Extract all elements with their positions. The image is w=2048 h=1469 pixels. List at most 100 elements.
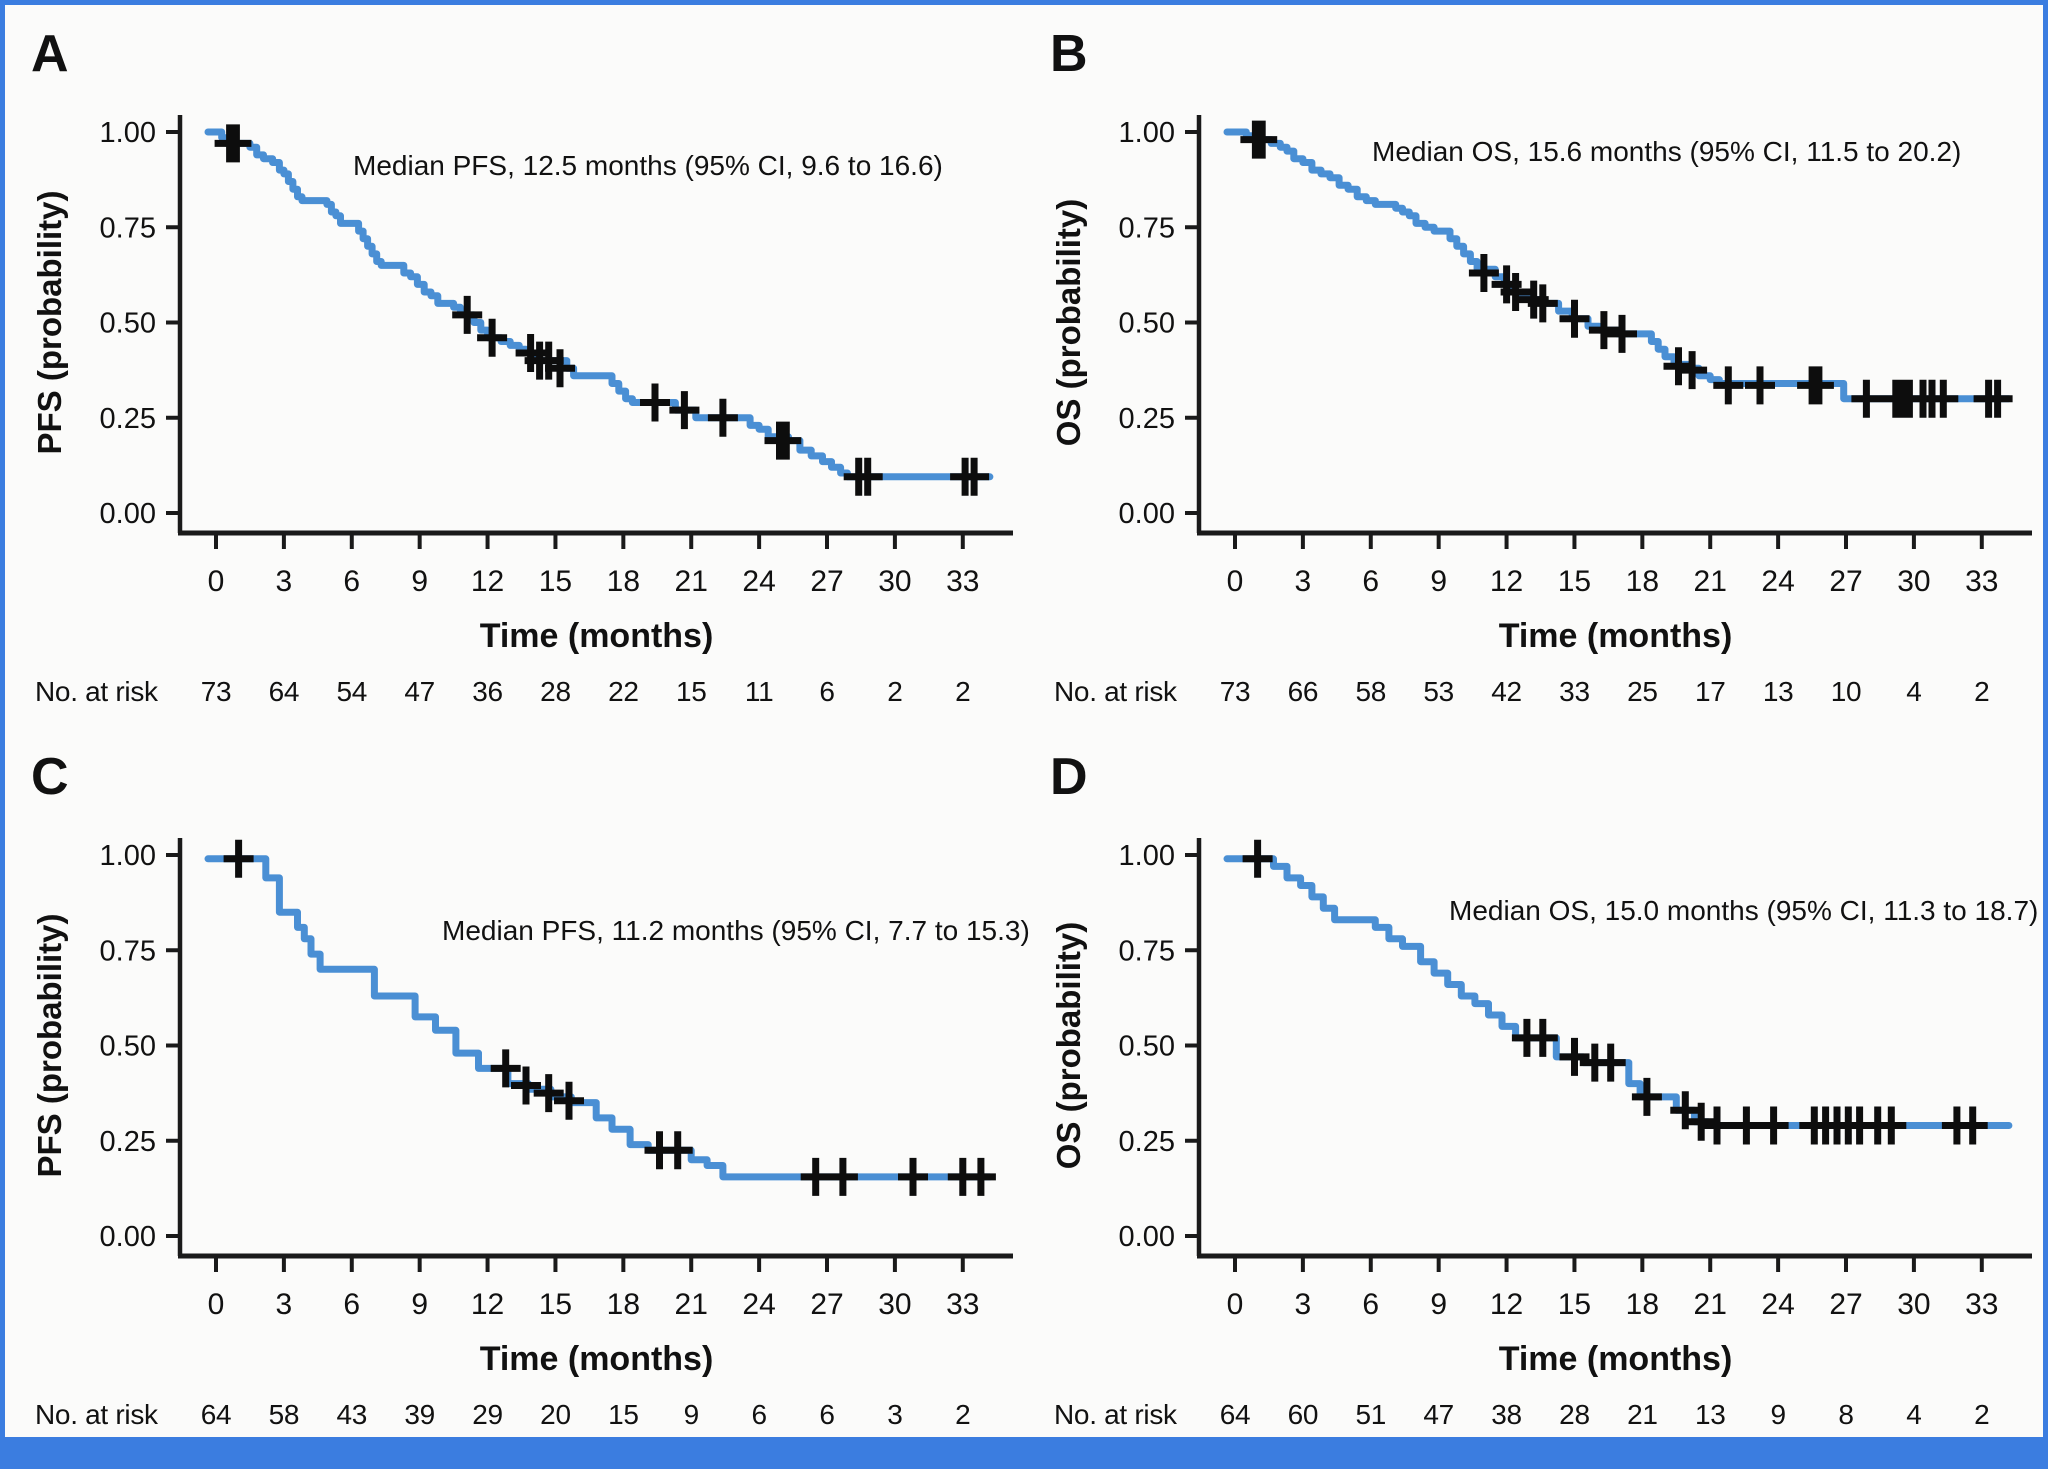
x-tick-label: 3 xyxy=(1295,565,1312,598)
risk-number: 28 xyxy=(540,676,571,707)
median-annotation: Median PFS, 11.2 months (95% CI, 7.7 to … xyxy=(442,915,1029,946)
risk-label: No. at risk xyxy=(1054,1399,1178,1430)
risk-number: 64 xyxy=(1220,1399,1251,1430)
risk-number: 64 xyxy=(201,1399,232,1430)
censor-marks xyxy=(1240,120,2013,418)
x-tick-label: 6 xyxy=(1362,565,1379,598)
y-tick-label: 0.00 xyxy=(100,498,156,530)
x-tick-label: 33 xyxy=(946,565,979,598)
x-tick-label: 3 xyxy=(1295,1288,1312,1321)
x-tick-label: 21 xyxy=(1694,565,1727,598)
y-tick-label: 1.00 xyxy=(1119,117,1175,149)
risk-number: 73 xyxy=(1220,676,1251,707)
x-tick-label: 9 xyxy=(411,1288,428,1321)
km-curve xyxy=(1223,855,2013,1129)
risk-number: 13 xyxy=(1763,676,1794,707)
panel-letter: C xyxy=(31,748,69,806)
risk-number: 28 xyxy=(1559,1399,1590,1430)
risk-number: 29 xyxy=(472,1399,503,1430)
x-tick-label: 24 xyxy=(742,565,775,598)
censor-marks xyxy=(223,839,996,1196)
x-tick-label: 30 xyxy=(878,1288,911,1321)
risk-number: 4 xyxy=(1906,676,1921,707)
censor-marks xyxy=(1242,839,1988,1145)
y-tick-label: 0.00 xyxy=(100,1221,156,1253)
x-tick-label: 18 xyxy=(1626,565,1659,598)
x-tick-label: 30 xyxy=(1897,1288,1930,1321)
y-tick-label: 0.75 xyxy=(100,935,156,967)
x-tick-label: 9 xyxy=(411,565,428,598)
risk-number: 47 xyxy=(404,676,435,707)
risk-number: 6 xyxy=(819,676,834,707)
risk-number: 73 xyxy=(201,676,232,707)
risk-number: 51 xyxy=(1356,1399,1387,1430)
y-tick-label: 0.25 xyxy=(1119,403,1175,435)
y-tick-label: 0.00 xyxy=(1119,498,1175,530)
y-tick-label: 0.25 xyxy=(1119,1126,1175,1158)
x-tick-label: 27 xyxy=(810,565,843,598)
km-panel-a: A PFS (probability) 1.00 0.75 0.50 0.25 0.00 0 3… xyxy=(31,25,1013,707)
panel-letter: D xyxy=(1050,748,1088,806)
risk-number: 17 xyxy=(1695,676,1726,707)
y-tick-label: 1.00 xyxy=(100,117,156,149)
x-axis-label: Time (months) xyxy=(480,617,714,655)
km-panel-c: C PFS (probability) 1.00 0.75 0.50 0.25 0.00 0 3… xyxy=(31,748,1029,1430)
risk-label: No. at risk xyxy=(1054,676,1178,707)
x-axis-label: Time (months) xyxy=(480,1340,714,1378)
risk-number: 2 xyxy=(955,1399,970,1430)
risk-label: No. at risk xyxy=(35,1399,159,1430)
x-tick-label: 12 xyxy=(1490,1288,1523,1321)
x-tick-label: 33 xyxy=(1965,1288,1998,1321)
risk-number: 6 xyxy=(751,1399,766,1430)
risk-number: 64 xyxy=(269,676,300,707)
risk-number: 2 xyxy=(955,676,970,707)
risk-number: 60 xyxy=(1288,1399,1319,1430)
risk-number: 20 xyxy=(540,1399,571,1430)
risk-number: 47 xyxy=(1423,1399,1454,1430)
y-tick-label: 0.25 xyxy=(100,1126,156,1158)
risk-number: 6 xyxy=(819,1399,834,1430)
risk-number: 15 xyxy=(676,676,707,707)
y-axis-label: PFS (probability) xyxy=(31,914,68,1178)
x-axis-label: Time (months) xyxy=(1499,617,1733,655)
median-annotation: Median OS, 15.6 months (95% CI, 11.5 to … xyxy=(1372,136,1961,167)
risk-number: 42 xyxy=(1491,676,1522,707)
x-tick-label: 6 xyxy=(343,1288,360,1321)
km-curve xyxy=(204,128,994,481)
x-axis-label: Time (months) xyxy=(1499,1340,1733,1378)
x-tick-label: 27 xyxy=(810,1288,843,1321)
risk-number: 11 xyxy=(745,676,773,707)
x-tick-label: 18 xyxy=(607,1288,640,1321)
x-tick-label: 27 xyxy=(1829,565,1862,598)
x-tick-label: 9 xyxy=(1430,1288,1447,1321)
x-tick-label: 15 xyxy=(1558,1288,1591,1321)
median-annotation: Median PFS, 12.5 months (95% CI, 9.6 to … xyxy=(353,150,943,181)
y-tick-label: 0.50 xyxy=(100,308,156,340)
risk-number: 2 xyxy=(1974,1399,1989,1430)
risk-number: 22 xyxy=(608,676,639,707)
x-tick-label: 0 xyxy=(208,1288,225,1321)
x-tick-label: 9 xyxy=(1430,565,1447,598)
risk-number: 36 xyxy=(472,676,503,707)
risk-number: 38 xyxy=(1491,1399,1522,1430)
footer-bar xyxy=(5,1437,2043,1469)
risk-number: 33 xyxy=(1559,676,1590,707)
risk-number: 66 xyxy=(1288,676,1319,707)
x-tick-label: 21 xyxy=(675,1288,708,1321)
y-tick-label: 0.50 xyxy=(100,1031,156,1063)
y-tick-label: 0.50 xyxy=(1119,1031,1175,1063)
x-tick-label: 24 xyxy=(1761,565,1794,598)
risk-number: 8 xyxy=(1838,1399,1853,1430)
x-tick-label: 27 xyxy=(1829,1288,1862,1321)
x-tick-label: 18 xyxy=(1626,1288,1659,1321)
x-tick-label: 21 xyxy=(1694,1288,1727,1321)
y-tick-label: 0.50 xyxy=(1119,308,1175,340)
y-tick-label: 0.25 xyxy=(100,403,156,435)
risk-number: 2 xyxy=(1974,676,1989,707)
x-tick-label: 33 xyxy=(1965,565,1998,598)
x-tick-label: 18 xyxy=(607,565,640,598)
x-tick-label: 0 xyxy=(1227,1288,1244,1321)
x-tick-label: 24 xyxy=(1761,1288,1794,1321)
risk-number: 4 xyxy=(1906,1399,1921,1430)
x-tick-label: 24 xyxy=(742,1288,775,1321)
